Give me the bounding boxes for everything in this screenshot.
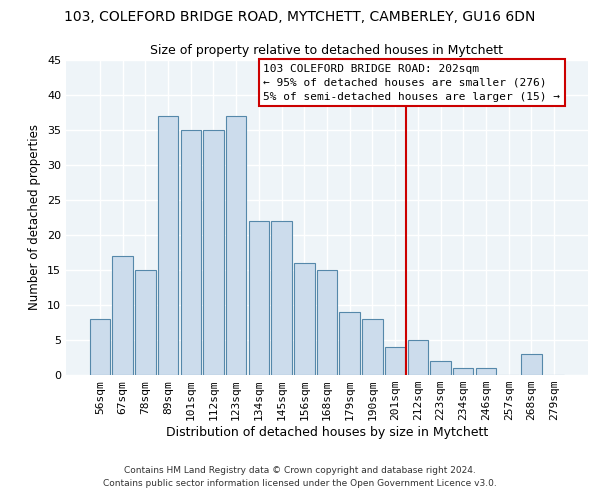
Bar xyxy=(385,347,406,375)
Text: 103, COLEFORD BRIDGE ROAD, MYTCHETT, CAMBERLEY, GU16 6DN: 103, COLEFORD BRIDGE ROAD, MYTCHETT, CAM… xyxy=(64,10,536,24)
Bar xyxy=(521,354,542,375)
Bar xyxy=(226,116,247,375)
Title: Size of property relative to detached houses in Mytchett: Size of property relative to detached ho… xyxy=(151,44,503,58)
Bar xyxy=(430,361,451,375)
Bar xyxy=(453,368,473,375)
Y-axis label: Number of detached properties: Number of detached properties xyxy=(28,124,41,310)
Bar xyxy=(112,256,133,375)
Bar xyxy=(340,312,360,375)
Bar xyxy=(271,221,292,375)
Bar xyxy=(476,368,496,375)
X-axis label: Distribution of detached houses by size in Mytchett: Distribution of detached houses by size … xyxy=(166,426,488,439)
Bar xyxy=(248,221,269,375)
Bar xyxy=(294,263,314,375)
Bar xyxy=(90,319,110,375)
Bar xyxy=(362,319,383,375)
Bar xyxy=(203,130,224,375)
Text: Contains HM Land Registry data © Crown copyright and database right 2024.
Contai: Contains HM Land Registry data © Crown c… xyxy=(103,466,497,487)
Bar xyxy=(407,340,428,375)
Bar xyxy=(317,270,337,375)
Bar xyxy=(135,270,155,375)
Text: 103 COLEFORD BRIDGE ROAD: 202sqm
← 95% of detached houses are smaller (276)
5% o: 103 COLEFORD BRIDGE ROAD: 202sqm ← 95% o… xyxy=(263,64,560,102)
Bar xyxy=(158,116,178,375)
Bar xyxy=(181,130,201,375)
